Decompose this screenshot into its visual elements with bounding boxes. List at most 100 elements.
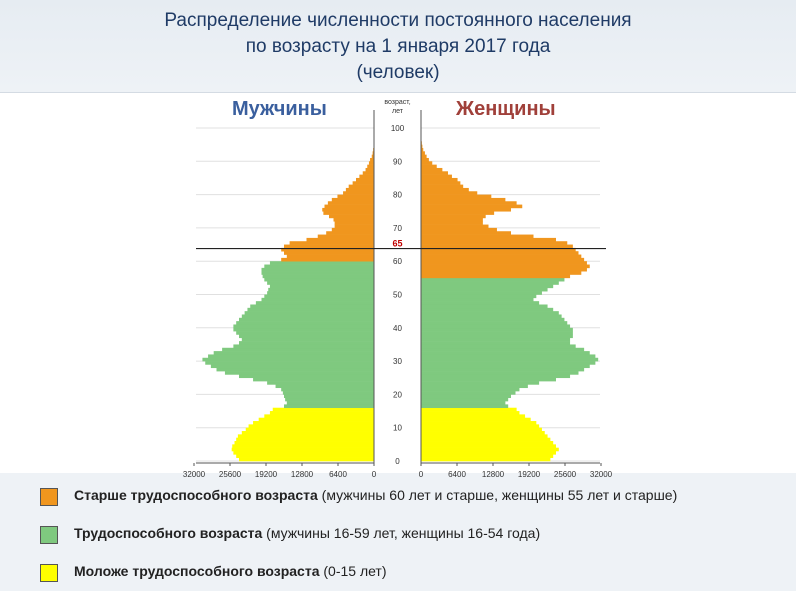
x-tick-women-32000: 32000 <box>590 470 613 479</box>
legend-rest-young: (0-15 лет) <box>319 563 387 579</box>
legend-rest-working: (мужчины 16-59 лет, женщины 16-54 года) <box>262 525 541 541</box>
bar-women-age-66 <box>421 237 556 242</box>
bar-women-age-83 <box>421 181 461 185</box>
bar-women-age-28 <box>421 364 590 369</box>
bar-women-age-59 <box>421 261 587 265</box>
bar-women-age-22 <box>421 384 528 389</box>
bar-men-age-4 <box>232 444 374 448</box>
bar-men-age-10 <box>248 424 374 428</box>
bar-women-age-9 <box>421 427 542 432</box>
bar-women-age-7 <box>421 434 548 438</box>
bar-women-age-45 <box>421 307 554 312</box>
bar-women-age-78 <box>421 197 506 202</box>
bar-men-age-84 <box>356 177 374 182</box>
bar-men-age-34 <box>233 344 374 349</box>
bar-men-age-67 <box>317 234 374 239</box>
x-tick-women-25600: 25600 <box>554 470 577 479</box>
bar-women-age-31 <box>421 354 596 359</box>
bar-men-age-38 <box>236 331 374 335</box>
bar-men-age-9 <box>245 427 374 432</box>
bar-men-age-40 <box>233 324 374 329</box>
bar-men-age-16 <box>284 404 374 409</box>
men-label: Мужчины <box>232 98 327 120</box>
bar-women-age-23 <box>421 381 540 385</box>
bar-women-age-34 <box>421 344 576 349</box>
bar-women-age-49 <box>421 294 537 299</box>
bar-men-age-11 <box>253 421 374 425</box>
bar-women-age-76 <box>421 204 523 209</box>
bar-women-age-2 <box>421 451 556 455</box>
bar-women-age-70 <box>421 224 489 229</box>
bar-women-age-42 <box>421 317 565 322</box>
bar-men-age-21 <box>281 387 374 392</box>
bar-women-age-48 <box>421 297 534 302</box>
bar-women-age-87 <box>421 167 443 172</box>
bar-men-age-52 <box>269 284 374 289</box>
bar-women-age-90 <box>421 157 429 162</box>
age-axis-label-2: лет <box>392 108 404 115</box>
legend-swatch-working <box>40 526 58 544</box>
bar-men-age-31 <box>208 354 374 359</box>
bar-women-age-80 <box>421 191 478 195</box>
bar-women-age-89 <box>421 161 433 165</box>
bar-men-age-45 <box>247 307 374 312</box>
bar-men-age-43 <box>241 314 374 319</box>
bar-men-age-19 <box>284 394 374 399</box>
x-tick-men-6400: 6400 <box>329 470 347 479</box>
bar-men-age-89 <box>368 161 374 165</box>
bar-women-age-68 <box>421 231 511 235</box>
bar-men-age-57 <box>261 267 374 272</box>
bar-men-age-68 <box>326 231 374 235</box>
bar-men-age-51 <box>268 287 374 292</box>
bar-women-age-16 <box>421 404 509 409</box>
age-tick-30: 30 <box>393 357 402 366</box>
bar-women-age-69 <box>421 227 497 232</box>
x-tick-women-12800: 12800 <box>482 470 505 479</box>
bar-men-age-24 <box>253 377 374 382</box>
bar-men-age-70 <box>334 224 374 229</box>
bar-men-age-53 <box>267 281 374 285</box>
bar-men-age-80 <box>343 191 374 195</box>
bar-women-age-79 <box>421 194 492 199</box>
x-tick-women-6400: 6400 <box>448 470 466 479</box>
bar-women-age-93 <box>421 147 424 152</box>
bar-men-age-28 <box>210 364 374 369</box>
bar-men-age-29 <box>205 361 374 365</box>
bar-men-age-86 <box>362 171 374 175</box>
bar-women-age-55 <box>421 274 571 279</box>
bar-women-age-58 <box>421 264 590 269</box>
bar-women-age-15 <box>421 407 517 412</box>
age-tick-60: 60 <box>393 257 402 266</box>
bar-men-age-44 <box>244 311 374 315</box>
bar-men-age-58 <box>264 264 374 269</box>
bar-men-age-60 <box>281 257 374 262</box>
bar-men-age-87 <box>365 167 374 172</box>
x-tick-men-25600: 25600 <box>219 470 242 479</box>
bar-women-age-43 <box>421 314 562 319</box>
bar-men-age-17 <box>286 401 374 405</box>
bar-men-age-74 <box>323 211 374 215</box>
marker-label-65: 65 <box>392 239 402 249</box>
legend-text-older: Старше трудоспособного возраста (мужчины… <box>74 487 677 503</box>
bar-men-age-91 <box>371 154 374 159</box>
bar-women-age-18 <box>421 397 509 402</box>
bar-women-age-88 <box>421 164 437 169</box>
bar-men-age-76 <box>324 204 374 209</box>
bar-men-age-7 <box>237 434 374 438</box>
bar-men-age-83 <box>352 181 374 185</box>
bar-women-age-32 <box>421 351 590 355</box>
bar-women-age-0 <box>421 457 551 462</box>
bar-men-age-59 <box>269 261 374 265</box>
bar-women-age-74 <box>421 211 495 215</box>
bar-men-age-63 <box>281 247 374 252</box>
bar-men-age-23 <box>267 381 374 385</box>
bar-women-age-86 <box>421 171 448 175</box>
bar-men-age-37 <box>239 334 374 339</box>
bar-men-age-72 <box>333 217 374 222</box>
bar-men-age-47 <box>255 301 374 305</box>
age-tick-40: 40 <box>393 324 402 333</box>
bar-men-age-46 <box>250 304 374 309</box>
bar-men-age-85 <box>359 174 374 179</box>
bar-men-age-54 <box>264 277 374 282</box>
